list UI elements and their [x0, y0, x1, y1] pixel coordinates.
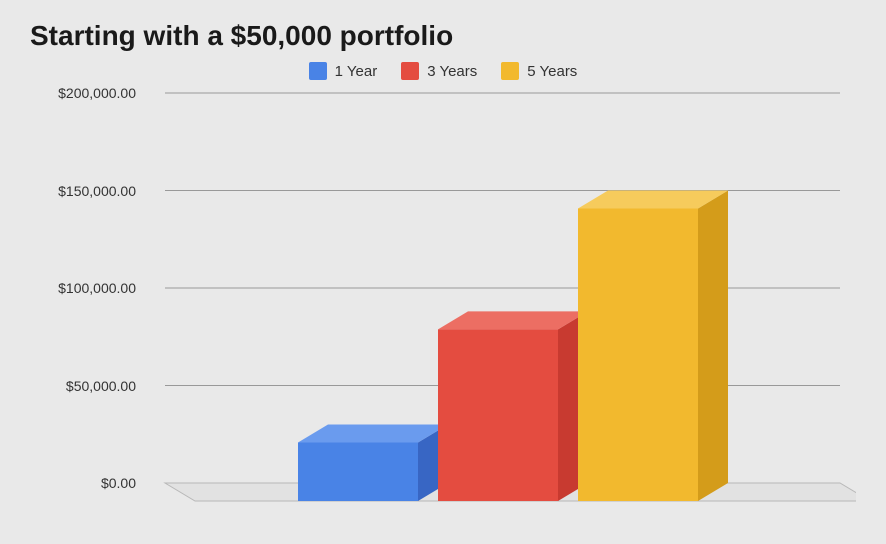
bars-group [298, 191, 728, 502]
legend-swatch-5yr [501, 62, 519, 80]
legend: 1 Year 3 Years 5 Years [30, 62, 856, 80]
legend-label-1yr: 1 Year [335, 63, 378, 80]
legend-label-3yr: 3 Years [427, 63, 477, 80]
legend-item-3yr: 3 Years [401, 62, 477, 80]
chart-area: $200,000.00 $150,000.00 $100,000.00 $50,… [30, 88, 856, 518]
legend-swatch-3yr [401, 62, 419, 80]
legend-item-1yr: 1 Year [309, 62, 378, 80]
legend-label-5yr: 5 Years [527, 63, 577, 80]
chart-title: Starting with a $50,000 portfolio [30, 20, 856, 52]
chart-container: Starting with a $50,000 portfolio 1 Year… [0, 0, 886, 544]
chart-svg [30, 88, 856, 518]
legend-item-5yr: 5 Years [501, 62, 577, 80]
legend-swatch-1yr [309, 62, 327, 80]
